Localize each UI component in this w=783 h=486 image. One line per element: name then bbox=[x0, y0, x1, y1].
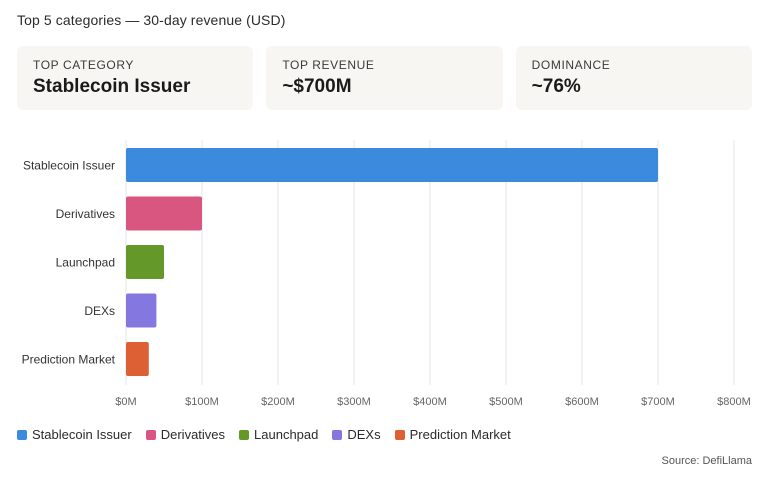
x-tick-label-7: $700M bbox=[641, 396, 675, 408]
card-label: DOMINANCE bbox=[531, 58, 611, 72]
legend-item-3: DEXs bbox=[332, 427, 381, 442]
x-tick-label-8: $800M bbox=[717, 396, 751, 408]
legend-label-2: Launchpad bbox=[254, 427, 319, 442]
legend-swatch-3 bbox=[332, 429, 343, 440]
legend-swatch-4 bbox=[394, 429, 405, 440]
top-revenue-card: TOP REVENUE ~$700M bbox=[266, 46, 503, 110]
chart-title: Top 5 categories — 30-day revenue (USD) bbox=[17, 12, 286, 28]
card-label: TOP CATEGORY bbox=[33, 58, 135, 72]
bar-1 bbox=[126, 196, 202, 231]
category-label-4: Prediction Market bbox=[22, 353, 116, 367]
card-label: TOP REVENUE bbox=[282, 58, 375, 72]
source-note: Source: DefiLlama bbox=[661, 455, 753, 467]
legend-label-0: Stablecoin Issuer bbox=[32, 427, 132, 442]
x-tick-label-5: $500M bbox=[489, 396, 523, 408]
x-tick-label-2: $200M bbox=[261, 396, 295, 408]
bar-chart: Stablecoin Issuer Derivatives Launchpad DEX… bbox=[0, 130, 783, 415]
legend-label-4: Prediction Market bbox=[409, 427, 511, 442]
bar-2 bbox=[126, 245, 164, 279]
category-label-2: Launchpad bbox=[56, 256, 115, 270]
chart-legend: Stablecoin Issuer Derivatives Launchpad DEX… bbox=[17, 427, 511, 442]
legend-item-1: Derivatives bbox=[145, 427, 226, 442]
bar-chart-svg: Stablecoin Issuer Derivatives Launchpad DEX… bbox=[22, 140, 751, 408]
legend-label-1: Derivatives bbox=[160, 427, 226, 442]
category-label-0: Stablecoin Issuer bbox=[23, 159, 115, 173]
card-value: ~76% bbox=[531, 76, 581, 97]
bar-3 bbox=[126, 293, 157, 328]
x-tick-label-3: $300M bbox=[337, 396, 371, 408]
legend-swatch-0 bbox=[17, 429, 27, 440]
x-tick-label-6: $600M bbox=[565, 396, 599, 408]
x-tick-label-4: $400M bbox=[413, 396, 447, 408]
summary-cards: TOP CATEGORY Stablecoin Issuer TOP REVEN… bbox=[17, 46, 752, 110]
category-label-1: Derivatives bbox=[56, 207, 115, 221]
card-value: Stablecoin Issuer bbox=[33, 76, 191, 97]
legend-item-0: Stablecoin Issuer bbox=[17, 427, 132, 442]
top-category-card: TOP CATEGORY Stablecoin Issuer bbox=[17, 46, 254, 110]
legend-item-4: Prediction Market bbox=[394, 427, 511, 442]
x-tick-label-0: $0M bbox=[115, 396, 136, 408]
category-label-3: DEXs bbox=[84, 304, 115, 318]
bar-4 bbox=[126, 342, 149, 376]
bar-0 bbox=[126, 148, 658, 182]
dominance-card: DOMINANCE ~76% bbox=[515, 46, 752, 110]
x-tick-label-1: $100M bbox=[185, 396, 219, 408]
legend-item-2: Launchpad bbox=[239, 427, 318, 442]
card-value: ~$700M bbox=[282, 76, 352, 97]
legend-swatch-2 bbox=[239, 429, 250, 440]
legend-swatch-1 bbox=[145, 429, 156, 440]
legend-label-3: DEXs bbox=[347, 427, 381, 442]
